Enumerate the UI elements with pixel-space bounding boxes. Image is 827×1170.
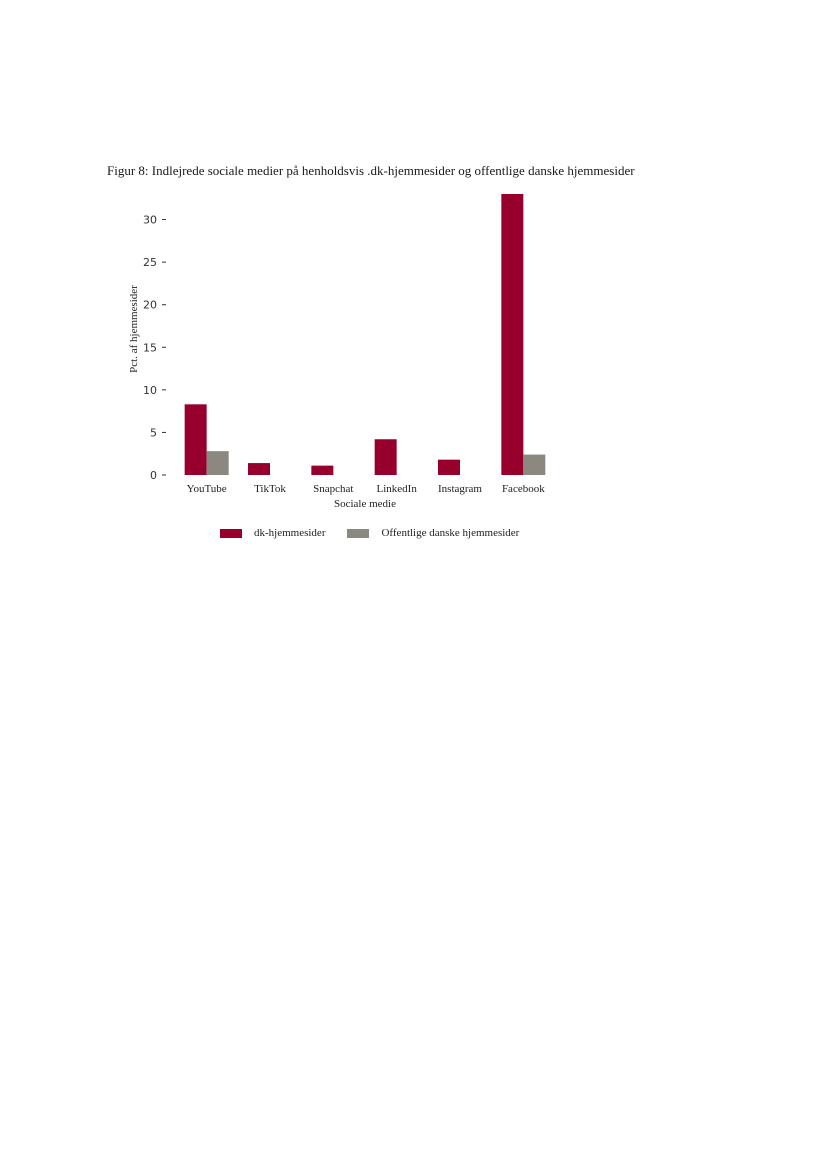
y-tick-label: 25 [143,256,157,269]
bar-youtube-series-1 [206,451,229,475]
bar-tiktok-series-0 [248,463,270,475]
legend-item-offentlige: Offentlige danske hjemmesider [347,527,519,539]
legend: dk-hjemmesider Offentlige danske hjemmes… [220,527,541,539]
legend-label-dk: dk-hjemmesider [254,527,326,539]
x-axis-title: Sociale medie [334,498,396,510]
bar-youtube-series-0 [184,404,207,475]
bar-linkedin-series-0 [374,439,397,475]
y-axis: 0 5 10 15 20 25 30 [143,214,166,482]
y-tick-label: 5 [150,426,157,439]
y-tick-label: 15 [143,341,157,354]
x-tick-label: Snapchat [313,483,353,495]
x-tick-label: Instagram [438,483,482,495]
bar-instagram-series-0 [438,459,460,475]
x-tick-label: TikTok [254,483,286,495]
legend-swatch-offentlige [347,528,370,538]
x-tick-label: LinkedIn [377,483,418,495]
legend-label-offentlige: Offentlige danske hjemmesider [381,527,520,539]
bar-facebook-series-1 [523,454,546,475]
x-tick-label: Facebook [502,483,545,495]
bars [184,194,546,475]
bar-snapchat-series-0 [311,465,334,475]
bar-chart: 0 5 10 15 20 25 30 YouTube TikTok Snapchat Linked… [128,194,546,510]
x-tick-label: YouTube [187,483,227,495]
bar-facebook-series-0 [501,194,524,475]
y-tick-label: 20 [143,299,157,312]
y-tick-label: 10 [143,384,157,397]
legend-swatch-dk [220,528,242,538]
y-tick-label: 0 [150,469,157,482]
y-axis-title: Pct. af hjemmesider [128,285,140,373]
y-tick-label: 30 [143,214,157,227]
figure-caption: Figur 8: Indlejrede sociale medier på he… [107,163,635,178]
legend-item-dk: dk-hjemmesider [220,527,325,539]
x-axis: YouTube TikTok Snapchat LinkedIn Instagram Fa… [187,483,546,495]
